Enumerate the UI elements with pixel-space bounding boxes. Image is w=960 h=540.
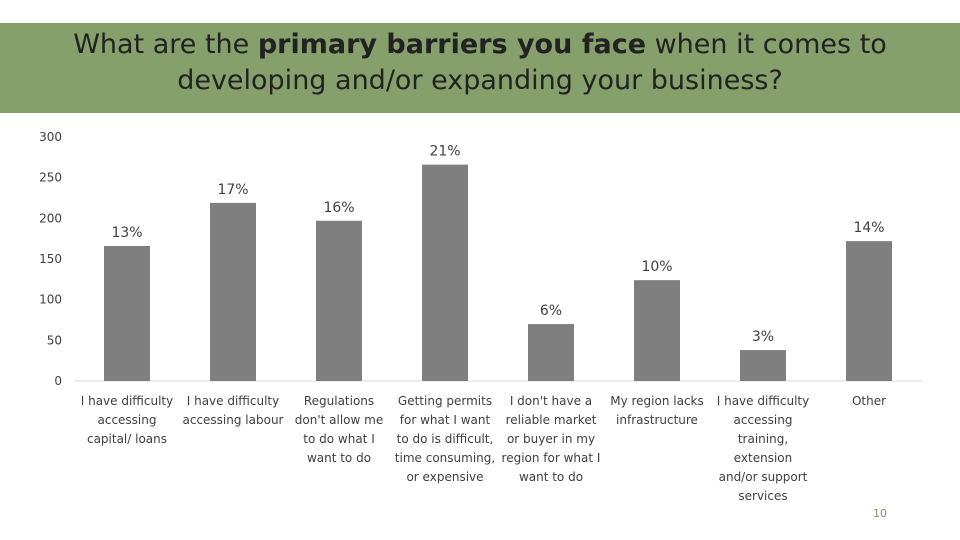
- title-part-1: What are the: [73, 29, 258, 60]
- slide-title: What are the primary barriers you face w…: [40, 27, 920, 99]
- y-tick-label: 200: [39, 211, 62, 225]
- category-label: I have difficulty accessing training, exten…: [717, 394, 810, 503]
- bar: [210, 202, 256, 381]
- category-label: Getting permits for what I want to do is d…: [395, 394, 495, 484]
- bar: [528, 324, 574, 381]
- slide-number: 10: [873, 507, 887, 520]
- category-label: I have difficulty accessing capital/ loans: [81, 394, 174, 446]
- y-tick-label: 100: [39, 293, 62, 307]
- data-label: 13%: [111, 225, 142, 241]
- y-tick-label: 250: [39, 171, 62, 185]
- title-emphasis: primary barriers you face: [257, 29, 647, 60]
- bar: [422, 164, 468, 381]
- category-label: Other: [852, 394, 886, 408]
- y-tick-label: 300: [39, 130, 62, 144]
- category-label: I have difficulty accessing labour: [183, 394, 284, 427]
- data-label: 3%: [752, 329, 774, 345]
- category-label: My region lacks infrastructure: [610, 394, 704, 427]
- y-tick-label: 50: [47, 333, 62, 347]
- bar: [316, 220, 362, 381]
- data-label: 14%: [853, 220, 884, 236]
- title-band: [0, 23, 960, 113]
- bar: [634, 280, 680, 381]
- data-label: 17%: [217, 182, 248, 198]
- bar: [104, 245, 150, 381]
- data-label: 16%: [323, 200, 354, 216]
- category-label: I don't have a reliable market or buyer in…: [502, 394, 601, 484]
- bar: [740, 350, 786, 381]
- data-label: 21%: [429, 144, 460, 160]
- data-label: 6%: [540, 303, 562, 319]
- y-tick-label: 0: [54, 374, 62, 388]
- y-tick-label: 150: [39, 252, 62, 266]
- data-label: 10%: [641, 259, 672, 275]
- bar: [846, 241, 892, 381]
- title-part-2: when it comes to developing and/or expan…: [177, 29, 887, 96]
